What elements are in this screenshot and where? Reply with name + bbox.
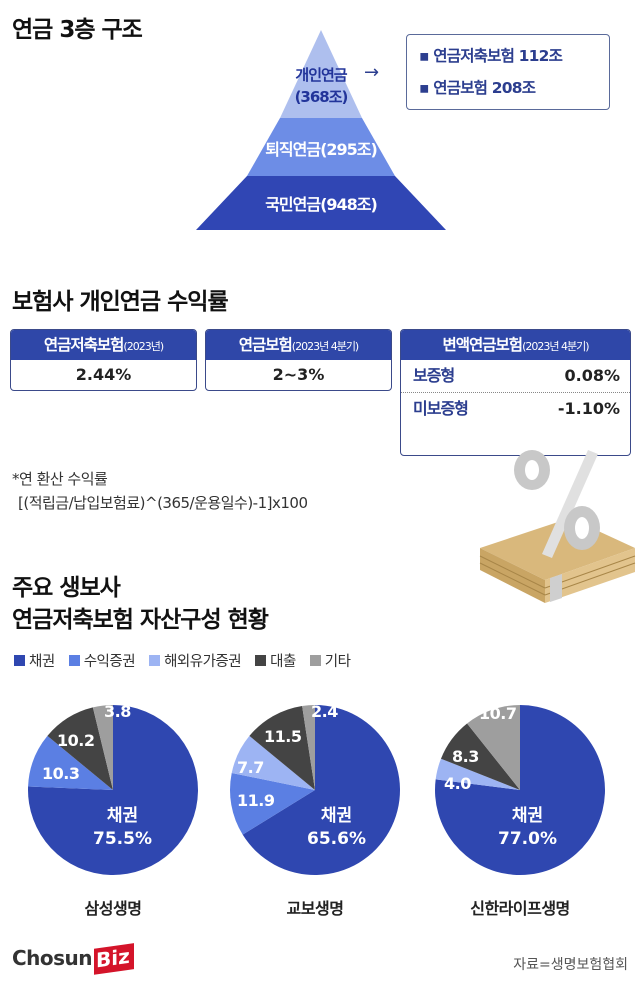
- chosunbiz-logo: Chosun Biz: [12, 943, 134, 976]
- card-variable-annuity: 변액연금보험(2023년 4분기) 보증형 0.08% 미보증형 -1.10%: [400, 329, 631, 456]
- variable-row-non-guaranteed: 미보증형 -1.10%: [413, 399, 620, 418]
- pie-chart-kyobo: 2.4 11.5 7.7 11.9 채권 65.6%: [229, 702, 401, 876]
- variable-row-guaranteed: 보증형 0.08%: [401, 360, 630, 393]
- card-value: 2~3%: [272, 365, 325, 384]
- section-title-pension-structure: 연금 3층 구조: [12, 17, 143, 43]
- pyramid-shape: [196, 30, 446, 230]
- legend-loans: 대출: [255, 650, 296, 671]
- personal-pension-breakdown: ▪ 연금저축보험 112조 ▪ 연금보험 208조: [406, 34, 610, 110]
- breakdown-item-savings: ▪ 연금저축보험 112조: [419, 47, 563, 65]
- legend-swatch: [149, 655, 161, 666]
- legend-bonds: 채권: [14, 650, 55, 671]
- pie-title-shinhan: 신한라이프생명: [470, 899, 570, 918]
- source-credit: 자료=생명보험협회: [513, 957, 628, 973]
- pie-title-kyobo: 교보생명: [286, 899, 344, 918]
- note-formula: [(적립금/납입보험료)^(365/운용일수)-1]x100: [18, 494, 308, 512]
- card-value: 2.44%: [75, 365, 132, 384]
- pyramid-tier-retirement: 퇴직연금(295조): [265, 140, 378, 159]
- percent-sign: [514, 450, 600, 558]
- legend-swatch: [14, 655, 25, 666]
- breakdown-item-annuity: ▪ 연금보험 208조: [419, 79, 536, 97]
- legend-swatch: [309, 655, 321, 666]
- section-title-asset-line1: 주요 생보사: [12, 575, 121, 601]
- percent-money-illustration: [470, 448, 640, 608]
- card-header: 변액연금보험(2023년 4분기): [401, 330, 630, 360]
- section-title-asset-line2: 연금저축보험 자산구성 현황: [12, 607, 269, 633]
- chart-legend: 채권 수익증권 해외유가증권 대출 기타: [14, 650, 351, 671]
- pension-pyramid: 개인연금 (368조) 퇴직연금(295조) 국민연금(948조): [194, 28, 448, 232]
- legend-swatch: [255, 655, 267, 666]
- legend-other: 기타: [309, 650, 351, 671]
- card-pension-savings: 연금저축보험(2023년) 2.44%: [10, 329, 197, 391]
- pyramid-tier-personal: 개인연금: [295, 66, 347, 84]
- card-pension-insurance: 연금보험(2023년 4분기) 2~3%: [205, 329, 392, 391]
- legend-beneficiary-certificates: 수익증권: [68, 650, 136, 671]
- note-title: *연 환산 수익률: [12, 470, 108, 488]
- card-header: 연금보험(2023년 4분기): [206, 330, 391, 360]
- pie-chart-shinhan: 10.7 8.3 4.0 채권 77.0%: [434, 704, 606, 876]
- pie-chart-samsung: 3.8 10.2 10.3 채권 75.5%: [27, 702, 199, 876]
- arrow-right-icon: →: [364, 62, 380, 83]
- card-header: 연금저축보험(2023년): [11, 330, 196, 360]
- legend-foreign-securities: 해외유가증권: [149, 650, 242, 671]
- pie-title-samsung: 삼성생명: [84, 899, 142, 918]
- pyramid-tier-national: 국민연금(948조): [265, 195, 378, 214]
- pyramid-tier-personal-amount: (368조): [294, 88, 349, 106]
- legend-swatch: [68, 655, 80, 666]
- section-title-returns: 보험사 개인연금 수익률: [12, 289, 229, 315]
